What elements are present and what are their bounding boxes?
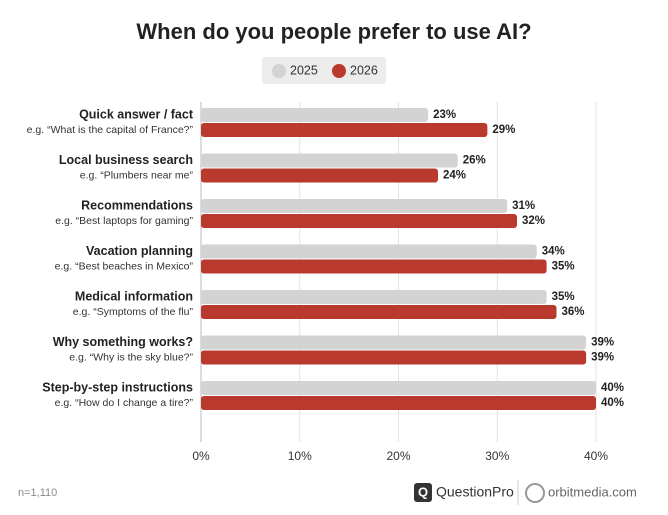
value-label: 32%: [522, 215, 545, 227]
questionpro-icon-letter: Q: [418, 484, 428, 499]
bar: [201, 108, 429, 122]
x-tick-label: 20%: [386, 449, 410, 463]
logo-questionpro: QuestionPro: [436, 484, 514, 500]
bar: [201, 396, 596, 410]
value-label: 40%: [601, 382, 624, 394]
value-label: 26%: [463, 155, 486, 167]
x-tick-label: 0%: [192, 449, 210, 463]
value-label: 31%: [512, 200, 535, 212]
bar: [201, 335, 587, 350]
value-label: 40%: [601, 397, 624, 409]
category-example: e.g. “Why is the sky blue?”: [69, 351, 193, 363]
bar: [201, 168, 438, 183]
bar: [201, 350, 587, 365]
x-tick-label: 30%: [485, 449, 509, 463]
bar: [201, 381, 596, 395]
bar: [201, 259, 547, 274]
category-example: e.g. “Best laptops for gaming”: [55, 215, 193, 227]
x-tick-label: 10%: [288, 449, 312, 463]
value-label: 35%: [552, 291, 575, 303]
bar: [201, 305, 557, 319]
x-tick-label: 40%: [584, 449, 608, 463]
legend-marker: [272, 64, 286, 78]
category-example: e.g. “Plumbers near me”: [80, 169, 194, 181]
value-label: 29%: [492, 124, 515, 136]
category-label: Why something works?: [53, 335, 193, 349]
value-label: 35%: [552, 261, 575, 273]
value-label: 34%: [542, 246, 565, 258]
legend-marker: [332, 64, 346, 78]
bar: [201, 290, 547, 304]
category-label: Local business search: [59, 153, 193, 167]
category-label: Recommendations: [81, 198, 193, 212]
value-label: 39%: [591, 352, 614, 364]
bar: [201, 214, 517, 228]
category-label: Vacation planning: [86, 244, 193, 258]
legend-box: [262, 57, 386, 84]
value-label: 36%: [562, 306, 585, 318]
category-example: e.g. “Best beaches in Mexico”: [55, 260, 194, 272]
category-label: Quick answer / fact: [79, 107, 194, 121]
category-example: e.g. “What is the capital of France?”: [27, 124, 194, 136]
category-example: e.g. “How do I change a tire?”: [55, 397, 194, 409]
category-label: Step-by-step instructions: [42, 380, 193, 394]
footnote: n=1,110: [18, 487, 57, 499]
bar: [201, 199, 508, 213]
legend-label: 2026: [350, 63, 378, 77]
logo-orbitmedia: orbitmedia.com: [548, 484, 637, 499]
bar: [201, 244, 537, 259]
bar: [201, 153, 458, 168]
category-label: Medical information: [75, 289, 193, 303]
bar: [201, 123, 488, 137]
orbitmedia-icon: [525, 483, 545, 503]
chart-title: When do you people prefer to use AI?: [136, 19, 531, 44]
category-example: e.g. “Symptoms of the flu”: [73, 306, 194, 318]
value-label: 39%: [591, 337, 614, 349]
questionpro-icon: [414, 483, 432, 502]
value-label: 23%: [433, 109, 456, 121]
legend-label: 2025: [290, 63, 318, 77]
value-label: 24%: [443, 170, 466, 182]
